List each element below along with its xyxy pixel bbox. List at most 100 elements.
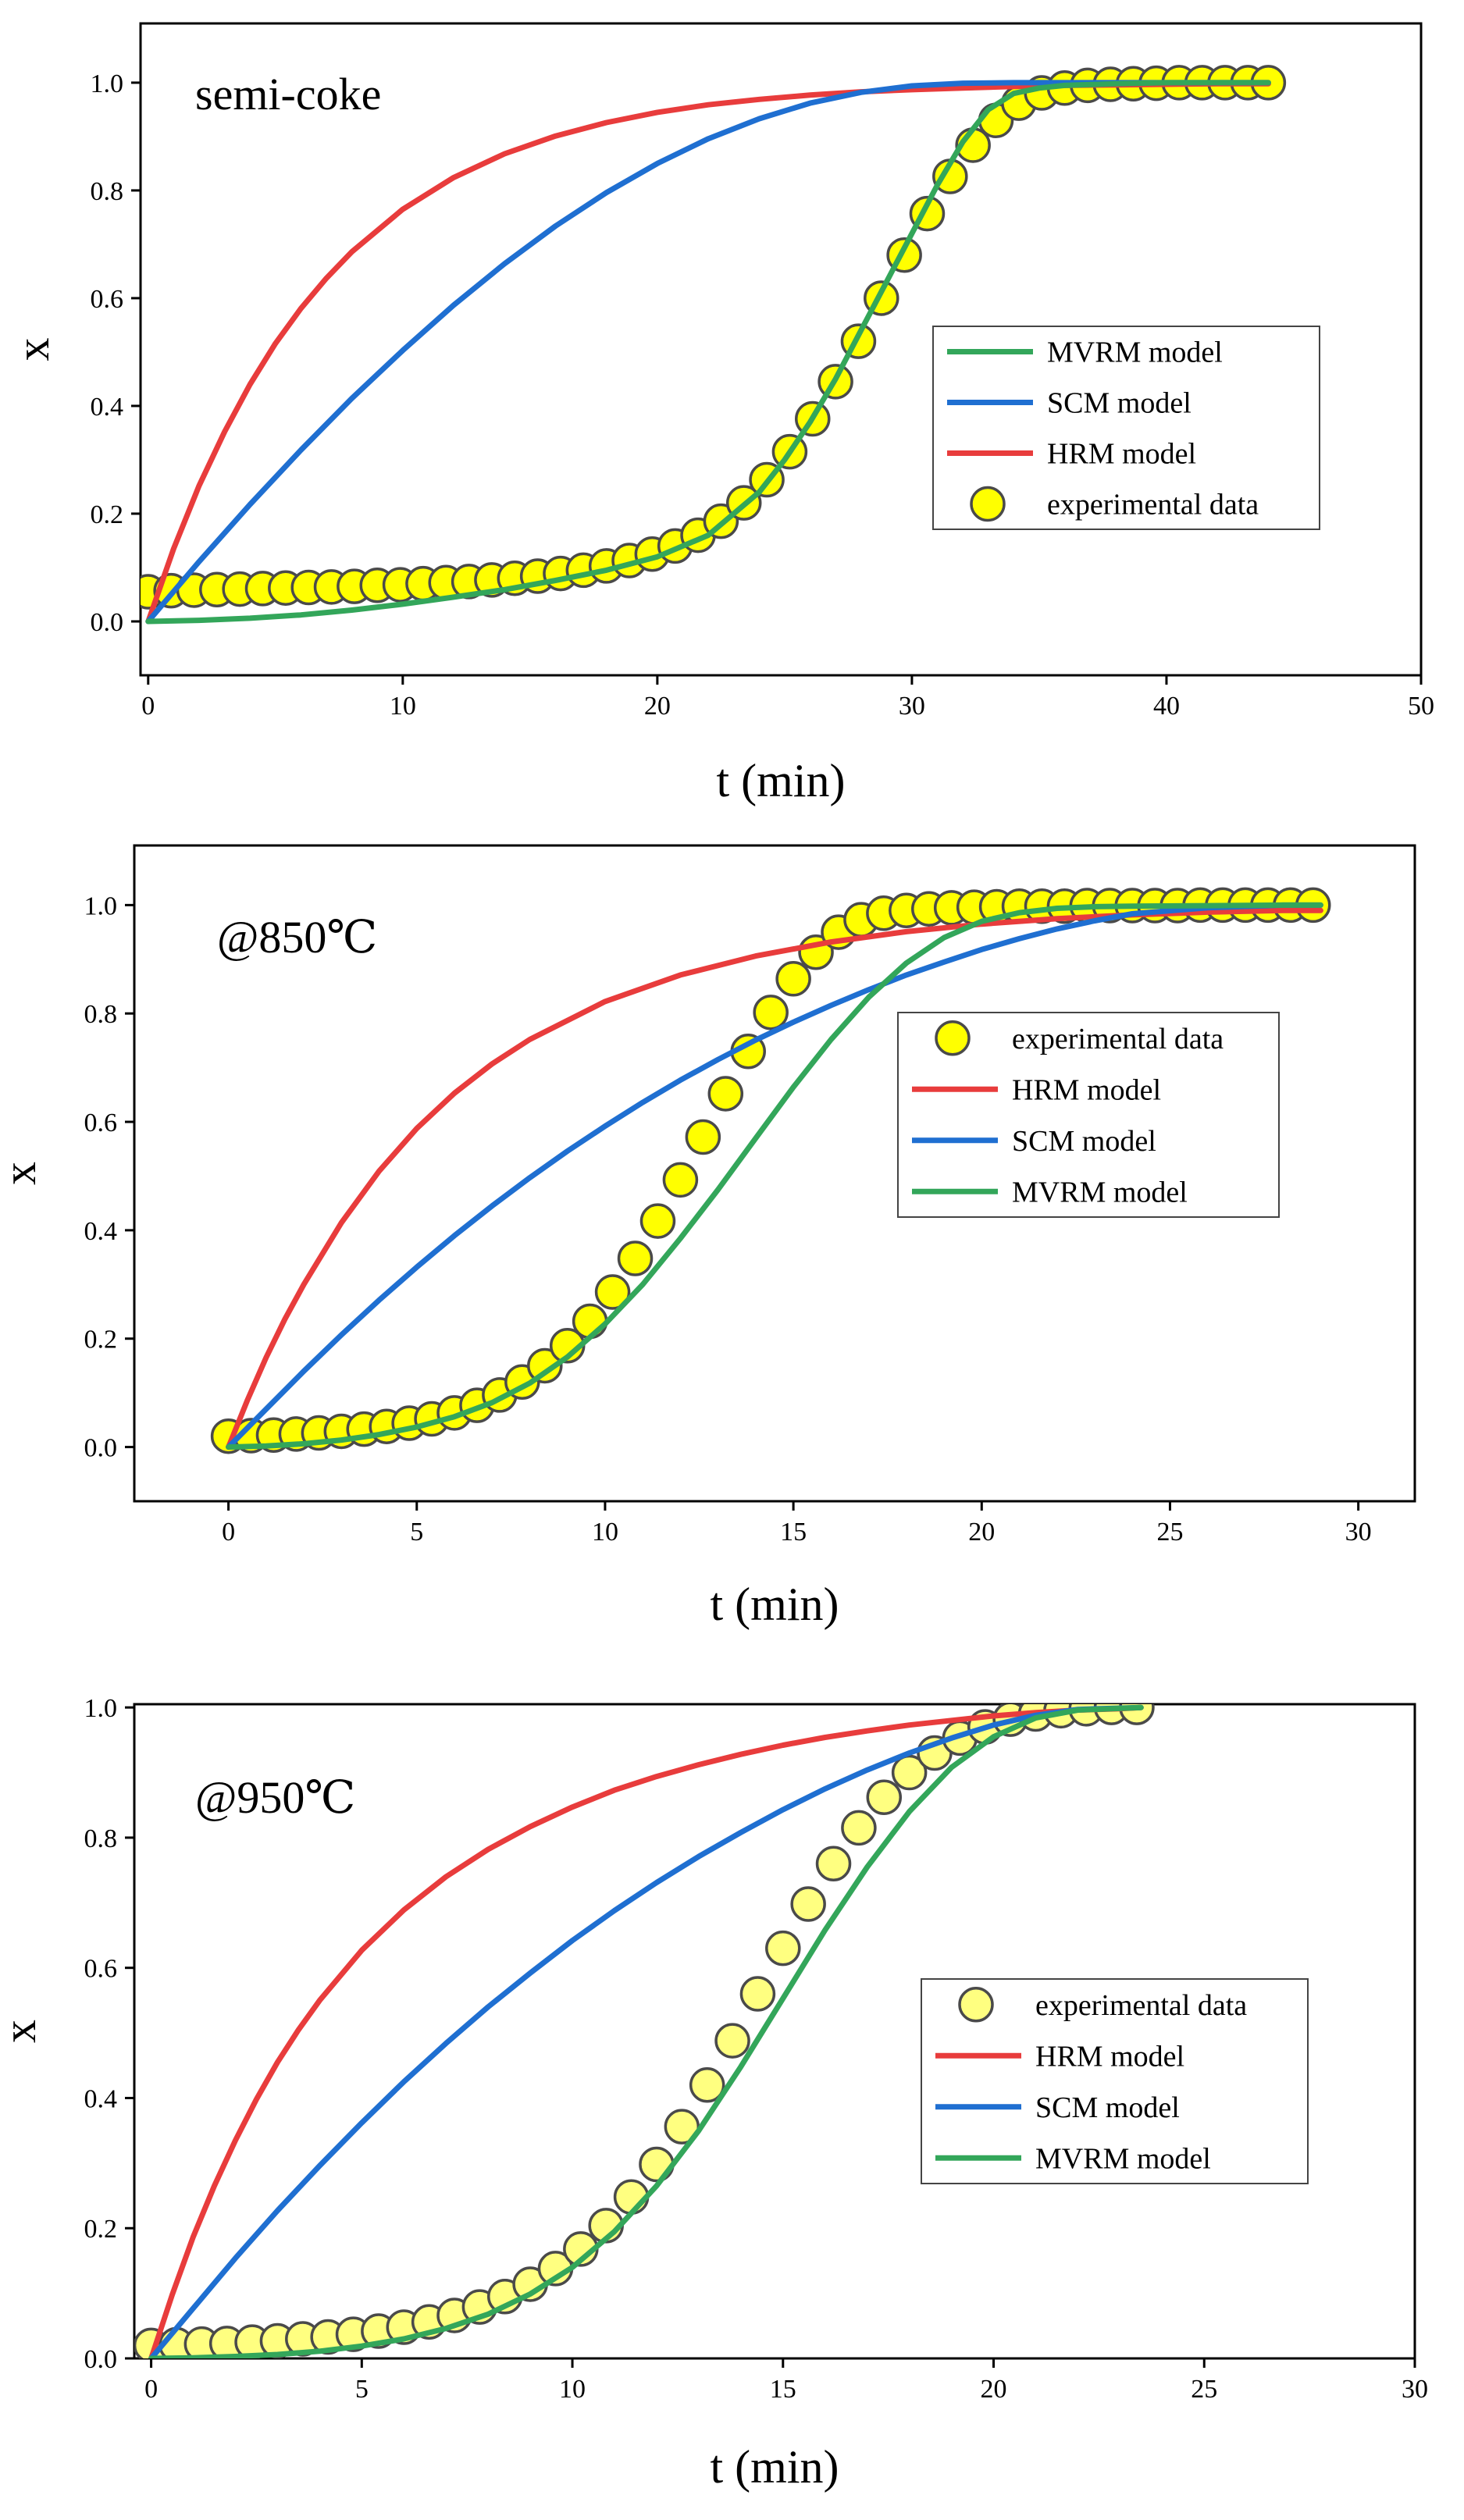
legend-entry: MVRM model: [1047, 336, 1223, 369]
y-tick-label: 0.2: [91, 500, 124, 529]
y-tick-label: 0.6: [84, 1955, 118, 1984]
data-point: [707, 1076, 744, 1112]
panel-label: semi-coke: [195, 69, 381, 119]
data-point: [689, 2067, 725, 2103]
x-tick-label: 30: [1402, 2375, 1428, 2404]
data-point: [714, 2023, 750, 2059]
x-tick-label: 20: [981, 2375, 1007, 2404]
x-tick-label: 15: [770, 2375, 796, 2404]
legend-entry: SCM model: [1012, 1125, 1156, 1158]
chart-panel-1: 0 10 20 30 40 50 0.0 0.2 0.4 0.6 0.8 1.0 t (min) x sem…: [7, 22, 1434, 806]
data-point: [775, 961, 811, 997]
data-point: [765, 1930, 801, 1967]
legend-entry: SCM model: [1035, 2091, 1180, 2124]
y-tick-label: 1.0: [91, 69, 124, 98]
y-tick-label: 0.0: [84, 1434, 118, 1463]
x-tick-label: 10: [592, 1518, 618, 1547]
series-experimental-data: [210, 887, 1331, 1454]
legend-entry: HRM model: [1047, 438, 1196, 471]
panel-label: @850℃: [217, 912, 377, 963]
data-point: [662, 1162, 699, 1198]
data-point: [527, 1347, 563, 1384]
y-tick-label: 0.2: [84, 1326, 118, 1354]
legend-entry: MVRM model: [1012, 1176, 1188, 1208]
series-line-mvrm-model: [148, 1704, 1144, 2358]
y-tick-label: 0.8: [91, 177, 124, 206]
y-tick-label: 0.8: [84, 1000, 118, 1029]
y-axis-label: x: [0, 1162, 45, 1185]
data-point: [572, 1303, 608, 1340]
data-point: [891, 1754, 928, 1791]
y-tick-label: 0.0: [84, 2345, 118, 2374]
legend: experimental data HRM model SCM model MVRM …: [921, 1978, 1309, 2184]
data-point: [815, 1846, 852, 1882]
panel-label: @950℃: [195, 1772, 355, 1823]
x-tick-label: 10: [390, 692, 416, 721]
data-point: [790, 1886, 826, 1922]
legend: MVRM model SCM model HRM model experimental…: [932, 326, 1320, 530]
y-axis-label: x: [7, 338, 59, 361]
data-point: [639, 1203, 676, 1239]
y-tick-label: 0.4: [84, 1217, 118, 1246]
y-tick-label: 0.6: [91, 285, 124, 314]
data-point: [617, 1240, 654, 1276]
y-tick-label: 0.4: [84, 2084, 118, 2113]
legend: experimental data HRM model SCM model MVRM …: [897, 1012, 1280, 1218]
x-tick-label: 20: [968, 1518, 995, 1547]
y-tick-label: 0.6: [84, 1109, 118, 1137]
legend-entry: experimental data: [1012, 1023, 1224, 1055]
x-tick-label: 15: [780, 1518, 807, 1547]
series-line-mvrm-model: [145, 80, 1271, 625]
plot-area: [141, 65, 1287, 625]
x-axis-label: t (min): [717, 755, 846, 806]
series-line-hrm-model: [148, 1704, 1144, 2358]
legend-marker: [970, 486, 1006, 522]
x-tick-label: 5: [410, 1518, 423, 1547]
y-axis-label: x: [0, 2020, 45, 2043]
x-tick-label: 0: [144, 2375, 158, 2404]
legend-marker: [958, 1987, 994, 2023]
chart-panel-2: 0 5 10 15 20 25 30 0.0 0.2 0.4 0.6 0.8 1.0 t (min) x @8…: [0, 844, 1416, 1630]
legend-entry: HRM model: [1035, 2040, 1184, 2073]
series-line-mvrm-model: [226, 902, 1323, 1450]
data-point: [594, 1274, 631, 1310]
legend-marker: [935, 1020, 971, 1056]
plot-area: [134, 1704, 1155, 2358]
x-tick-label: 5: [355, 2375, 369, 2404]
chart-panel-3: 0 5 10 15 20 25 30 0.0 0.2 0.4 0.6 0.8 1.0 t (min) x @9…: [0, 1694, 1428, 2493]
data-point: [639, 2146, 675, 2183]
x-tick-label: 20: [644, 692, 671, 721]
x-tick-label: 0: [222, 1518, 235, 1547]
data-point: [866, 1779, 903, 1815]
x-axis-label: t (min): [711, 1579, 839, 1630]
legend-entry: experimental data: [1035, 1989, 1247, 2022]
series-line-scm-model: [226, 902, 1323, 1450]
y-tick-label: 0.8: [84, 1824, 118, 1853]
x-tick-label: 40: [1153, 692, 1180, 721]
data-point: [739, 1976, 776, 2012]
y-tick-label: 1.0: [84, 1694, 118, 1723]
x-tick-label: 0: [141, 692, 155, 721]
data-point: [685, 1119, 721, 1155]
series-line-scm-model: [148, 1704, 1144, 2358]
series-line-hrm-model: [226, 907, 1323, 1450]
legend-entry: HRM model: [1012, 1073, 1161, 1106]
y-tick-label: 0.4: [91, 393, 124, 422]
x-tick-label: 25: [1191, 2375, 1217, 2404]
x-tick-label: 25: [1156, 1518, 1183, 1547]
data-point: [841, 1810, 877, 1846]
legend-entry: experimental data: [1047, 489, 1259, 521]
plot-area: [210, 887, 1331, 1454]
legend-entry: MVRM model: [1035, 2142, 1211, 2175]
y-tick-label: 1.0: [84, 892, 118, 920]
x-axis-label: t (min): [711, 2441, 839, 2493]
x-tick-label: 50: [1408, 692, 1434, 721]
legend-entry: SCM model: [1047, 387, 1192, 420]
x-tick-label: 30: [1345, 1518, 1372, 1547]
x-tick-label: 30: [899, 692, 925, 721]
data-point: [753, 995, 789, 1030]
x-tick-label: 10: [559, 2375, 586, 2404]
y-tick-label: 0.0: [91, 608, 124, 637]
y-tick-label: 0.2: [84, 2215, 118, 2244]
